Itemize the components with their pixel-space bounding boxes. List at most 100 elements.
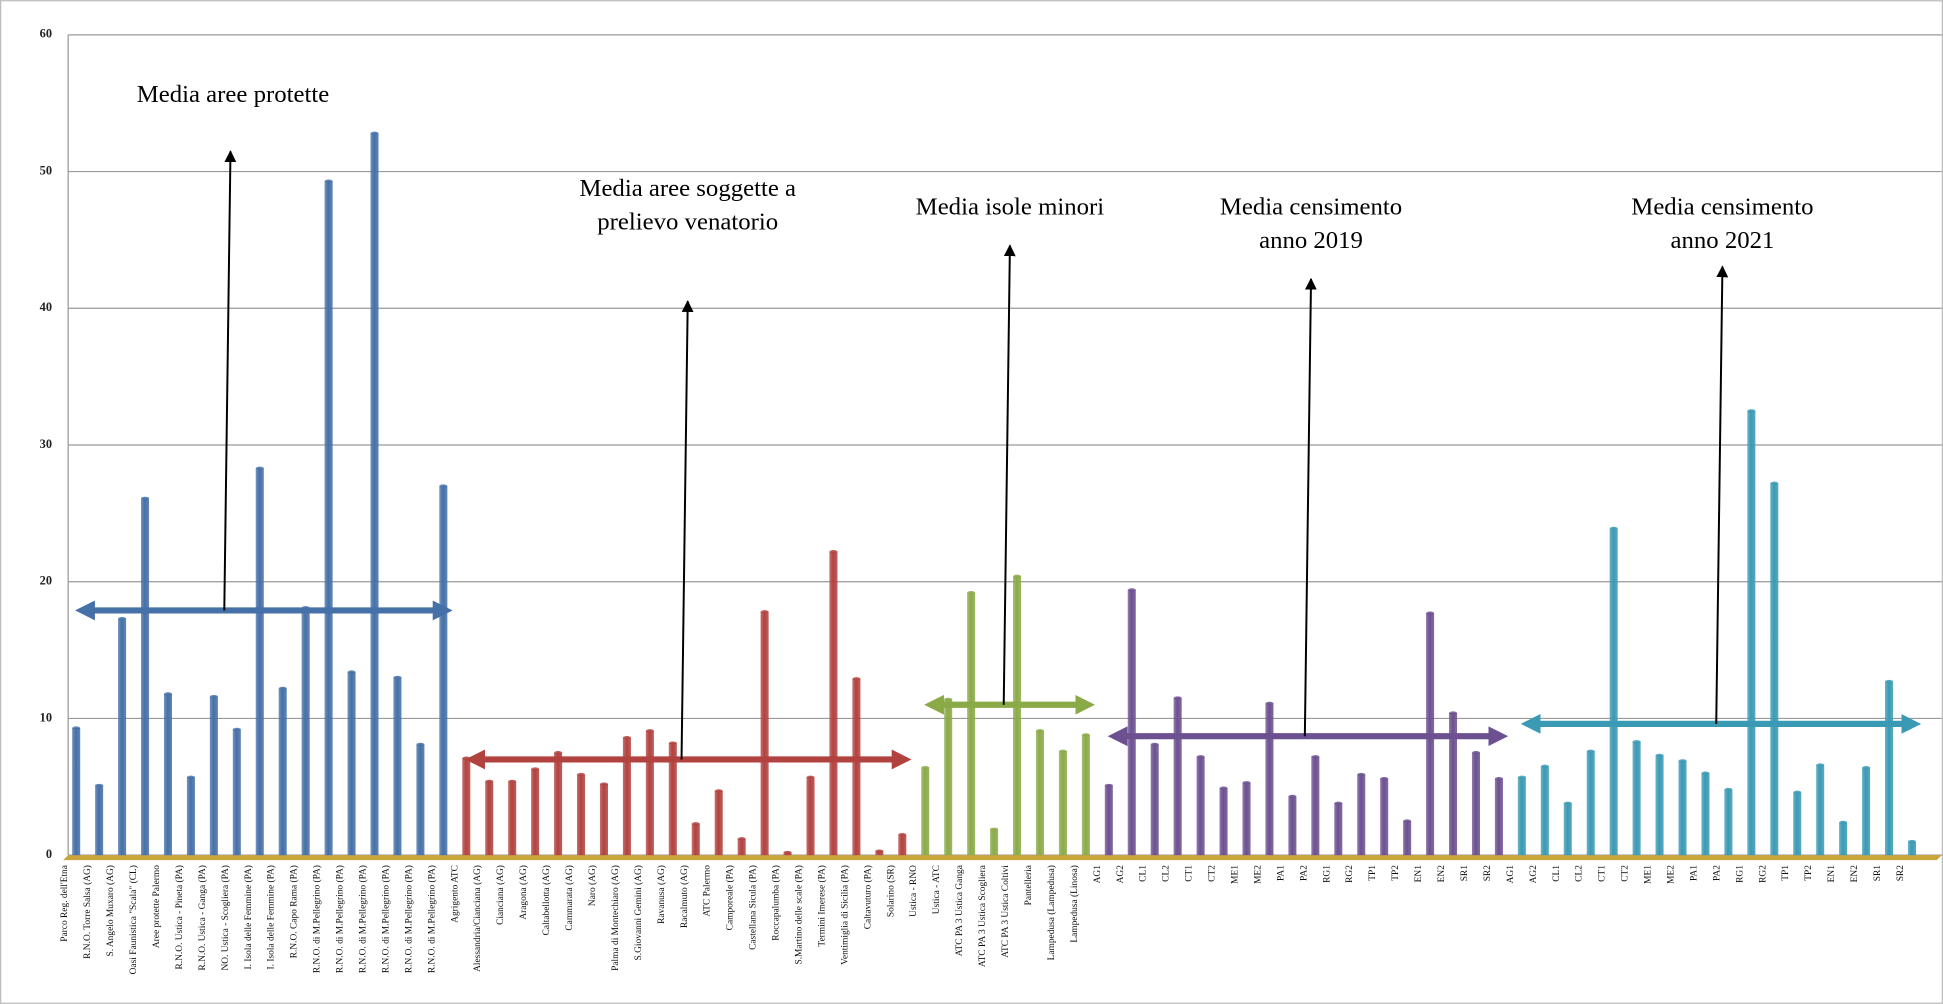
- x-tick-label: CL1: [1552, 865, 1562, 882]
- bar: [1885, 679, 1894, 856]
- bar: [508, 779, 517, 856]
- bar-cap: [1907, 839, 1917, 844]
- bar: [990, 827, 999, 856]
- annotation-text: Media aree protette: [137, 81, 330, 108]
- bar: [118, 617, 127, 856]
- bar: [1609, 526, 1618, 856]
- bar-cap: [118, 617, 127, 621]
- bar-body: [944, 699, 953, 856]
- bar: [1678, 759, 1687, 856]
- x-tick-label: EN1: [1827, 865, 1837, 883]
- x-tick-label: R.N.O. di M.Pellegrino (PA): [335, 865, 346, 973]
- bar-body: [1839, 822, 1848, 856]
- bar-body: [508, 781, 517, 856]
- bar: [255, 466, 264, 856]
- bar: [714, 789, 723, 856]
- bar-cap: [1862, 766, 1871, 770]
- bar-body: [118, 618, 127, 856]
- bar: [1517, 775, 1526, 856]
- bar-body: [1701, 773, 1710, 856]
- x-tick-label: SR1: [1873, 865, 1883, 882]
- bar-body: [439, 486, 448, 856]
- x-tick-label: EN2: [1850, 865, 1860, 883]
- bar: [1770, 481, 1779, 856]
- x-tick-label: Pantelleria: [1024, 864, 1034, 905]
- bar: [1081, 733, 1090, 856]
- annotation-text: Media isole minori: [916, 194, 1105, 221]
- bar: [1265, 701, 1274, 856]
- x-tick-label: R.N.O. di M.Pellegrino (PA): [403, 865, 414, 973]
- bar: [1494, 776, 1503, 856]
- x-tick-label: AG2: [1529, 865, 1539, 884]
- bar-body: [1288, 796, 1297, 856]
- bar-cap: [163, 692, 173, 696]
- bar: [1380, 776, 1389, 856]
- bar-cap: [1494, 776, 1503, 781]
- x-tick-label: Palma di Montechiaro (AG): [610, 865, 621, 971]
- bar: [209, 694, 218, 856]
- x-tick-label: CT1: [1598, 865, 1608, 882]
- bar-cap: [1403, 819, 1412, 823]
- bar-body: [1380, 778, 1389, 856]
- x-tick-label: Castellana Sicula (PA): [748, 865, 759, 950]
- bar: [1563, 801, 1572, 856]
- x-tick-label: Racalmuto (AG): [679, 865, 690, 928]
- bar-cap: [691, 822, 700, 826]
- bar-cap: [1380, 776, 1389, 781]
- bar-cap: [1196, 755, 1205, 759]
- bar-cap: [439, 484, 448, 488]
- bar-body: [95, 785, 104, 856]
- bar: [554, 751, 563, 856]
- bar-body: [1907, 841, 1917, 856]
- bar-body: [370, 133, 379, 856]
- x-tick-label: CT1: [1185, 865, 1195, 882]
- bar: [668, 741, 677, 856]
- bar-cap: [875, 849, 884, 853]
- bar-cap: [1632, 740, 1641, 744]
- x-tick-label: Naro (AG): [587, 865, 598, 906]
- y-tick-label: 40: [40, 300, 52, 314]
- bar-body: [990, 829, 999, 856]
- x-tick-label: CT2: [1621, 865, 1631, 882]
- x-tick-label: Ravanusa (AG): [656, 865, 667, 924]
- x-tick-label: Agrigento ATC: [450, 865, 460, 923]
- x-tick-label: Lampedusa (Linosa): [1069, 865, 1080, 943]
- bar: [806, 775, 815, 856]
- bar-cap: [921, 766, 930, 770]
- bar-body: [485, 781, 494, 856]
- bar-cap: [209, 694, 218, 699]
- bar-cap: [1816, 763, 1825, 767]
- x-tick-label: R.N.O. di M.Pellegrino (PA): [426, 865, 437, 973]
- y-tick-label: 50: [40, 163, 52, 177]
- x-tick-label: ME1: [1231, 865, 1241, 884]
- y-tick-label: 60: [40, 27, 52, 41]
- bar-cap: [760, 610, 769, 614]
- bar: [1586, 749, 1595, 856]
- bar-body: [393, 677, 402, 856]
- x-tick-label: R.N.O. Ustica - Pineta (PA): [174, 865, 185, 969]
- bar-body: [531, 769, 540, 856]
- bar-body: [1357, 774, 1366, 856]
- bar-body: [255, 468, 264, 856]
- x-tick-label: ME2: [1667, 865, 1677, 884]
- x-tick-label: Oasi Faunistica "Scala" (CL): [128, 865, 139, 974]
- bar-cap: [393, 675, 402, 680]
- bar: [163, 692, 173, 856]
- x-tick-label: SR2: [1896, 865, 1906, 882]
- bar: [1288, 794, 1297, 856]
- bar-cap: [485, 779, 494, 783]
- bar-body: [232, 729, 241, 856]
- bar-body: [691, 823, 700, 856]
- x-tick-label: S. Angelo Muxaro (AG): [105, 865, 116, 956]
- bar-cap: [1311, 755, 1320, 759]
- bar-body: [1609, 528, 1618, 856]
- x-tick-label: R.N.O. di M.Pellegrino (PA): [358, 865, 369, 973]
- bar-cap: [806, 775, 815, 779]
- bar-body: [1150, 744, 1159, 856]
- bar-body: [1035, 730, 1045, 856]
- bar-body: [1678, 760, 1687, 856]
- x-tick-label: R.N.O. di M.Pellegrino (PA): [380, 865, 391, 973]
- x-tick-label: NO. Ustica - Scogliera (PA): [220, 865, 231, 970]
